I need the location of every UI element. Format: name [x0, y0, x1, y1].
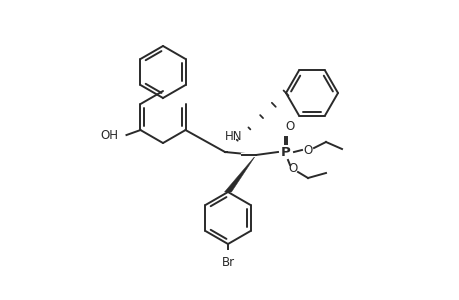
Text: O: O — [285, 119, 294, 133]
Text: P: P — [280, 146, 290, 158]
Polygon shape — [224, 155, 256, 192]
Text: HN: HN — [225, 130, 242, 143]
Text: Br: Br — [221, 256, 234, 269]
Text: O: O — [303, 143, 312, 157]
Text: OH: OH — [100, 128, 118, 142]
Text: O: O — [288, 161, 297, 175]
